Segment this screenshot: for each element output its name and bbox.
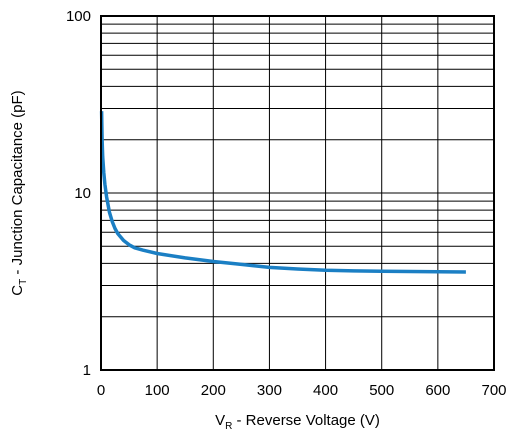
y-axis-title-subscript: T [18, 279, 29, 285]
x-tick-label: 200 [201, 382, 226, 399]
x-tick-label: 100 [145, 382, 170, 399]
x-tick-label: 0 [97, 382, 105, 399]
y-axis-title-rest: - Junction Capacitance (pF) [9, 90, 26, 278]
x-tick-label: 700 [481, 382, 506, 399]
x-tick-label: 300 [257, 382, 282, 399]
grid-lines [101, 16, 494, 370]
y-axis-title: CT - Junction Capacitance (pF) [9, 90, 29, 295]
y-tick-label: 100 [66, 8, 91, 25]
y-tick-label: 1 [83, 362, 91, 379]
series-layer [99, 111, 466, 274]
x-axis-title-main: V [215, 412, 225, 429]
plot-area-frame [100, 15, 495, 371]
x-axis-title-rest: - Reverse Voltage (V) [232, 412, 380, 429]
x-tick-label: 500 [369, 382, 394, 399]
x-axis-title: VR - Reverse Voltage (V) [215, 412, 380, 432]
y-axis-title-main: C [9, 285, 26, 296]
x-tick-label: 400 [313, 382, 338, 399]
x-axis-title-subscript: R [225, 421, 232, 432]
tick-labels: 0 100 200 300 400 500 600 700 1 10 100 [66, 8, 507, 399]
x-tick-label: 600 [425, 382, 450, 399]
y-tick-label: 10 [74, 185, 91, 202]
series-line-0 [99, 111, 466, 274]
